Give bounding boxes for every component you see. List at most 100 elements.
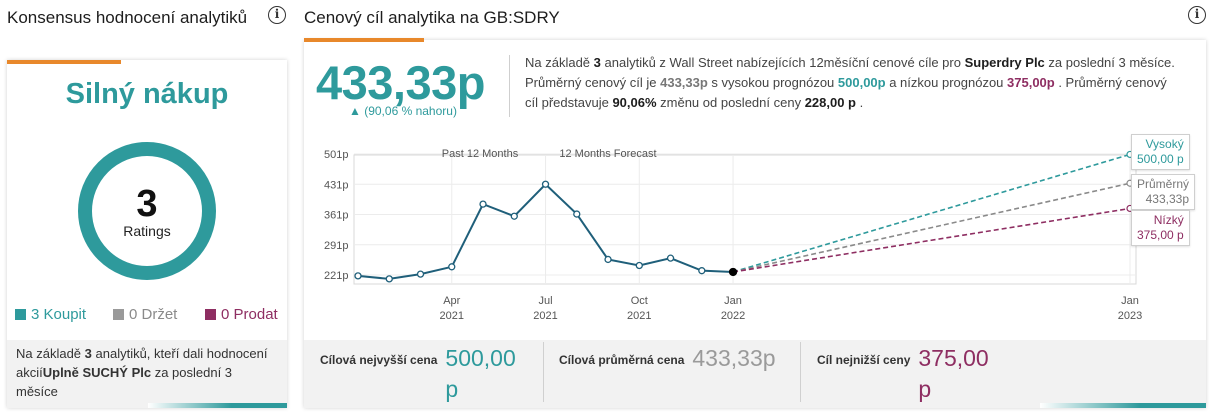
section-label: Past 12 Months <box>442 148 519 160</box>
targets-accent-bar <box>1040 403 1206 408</box>
high-target-label: Cílová nejvyšší cena <box>320 353 438 367</box>
x-tick-label: 2023 <box>1118 310 1142 322</box>
legend-hold: 0 Držet <box>113 306 177 323</box>
footnote-company[interactable]: Uplně SUCHÝ Plc <box>42 365 152 380</box>
consensus-footer <box>7 340 287 408</box>
x-tick-label: Jan <box>1121 295 1139 307</box>
upside-percent: ▲ (90,06 % nahoru) <box>349 104 457 118</box>
section-label: 12 Months Forecast <box>559 148 656 160</box>
summary-percent: 90,06% <box>612 95 657 110</box>
average-target-label: Cílová průměrná cena <box>559 353 685 367</box>
summary-text: . Průměrný cenový cíl představuje <box>525 75 1167 110</box>
x-tick-label: Oct <box>631 295 648 307</box>
price-target-summary: Na základě 3 analytiků z Wall Street nab… <box>525 53 1175 113</box>
consensus-accent-bar <box>7 60 121 64</box>
price-point <box>635 261 643 270</box>
average-callout-value: 433,33p <box>1145 192 1190 206</box>
summary-low: 375,00p <box>1007 75 1055 90</box>
x-tick-label: 2022 <box>721 310 745 322</box>
summary-text: analytiků z Wall Street nabízejících 12m… <box>600 55 965 70</box>
summary-text: s vysokou prognózou <box>707 75 838 90</box>
low-callout: Nízký 375,00 p <box>1131 210 1190 246</box>
summary-average: 433,33p <box>660 75 708 90</box>
price-point <box>416 270 425 278</box>
summary-analysts: 3 <box>593 55 601 70</box>
price-point <box>573 210 581 218</box>
legend-buy-swatch <box>15 309 26 320</box>
ratings-count: 3 <box>136 183 158 225</box>
low-target-value: 375,00 p <box>918 345 989 402</box>
low-target-label: Cíl nejnižší ceny <box>817 353 911 367</box>
forecast-line <box>732 207 1131 273</box>
price-point <box>354 272 362 280</box>
legend-sell-swatch <box>205 309 216 320</box>
price-target-accent-bar <box>304 38 424 42</box>
high-callout: Vysoký 500,00 p <box>1131 134 1190 170</box>
consensus-footer-accent <box>148 403 287 408</box>
low-callout-value: 375,00 p <box>1137 228 1184 242</box>
y-tick-label: 221p <box>324 270 348 282</box>
footnote-suffix: za poslední 3 měsíce <box>16 365 233 399</box>
price-point <box>510 212 518 220</box>
legend-buy-label: 3 Koupit <box>31 306 87 323</box>
legend-hold-swatch <box>113 309 124 320</box>
price-point <box>479 200 487 208</box>
ratings-count-label: Ratings <box>123 223 171 239</box>
high-callout-label: Vysoký <box>1145 137 1184 151</box>
price-target-title: Cenový cíl analytika na GB:SDRY <box>304 8 560 27</box>
info-icon[interactable]: i <box>1188 6 1206 24</box>
forecast-line <box>732 153 1131 273</box>
price-point <box>385 275 393 283</box>
consensus-title: Konsensus hodnocení analytiků <box>7 8 248 27</box>
summary-divider <box>509 55 510 117</box>
price-point <box>666 254 675 262</box>
summary-last-price: 228,00 p <box>804 95 857 110</box>
y-tick-label: 501p <box>324 149 348 161</box>
targets-divider <box>800 342 801 402</box>
low-callout-label: Nízký <box>1153 213 1184 227</box>
y-tick-label: 291p <box>324 240 348 252</box>
average-callout: Průměrný 433,33p <box>1131 174 1196 210</box>
ratings-ring <box>78 142 216 280</box>
summary-text: . <box>856 95 864 110</box>
summary-high: 500,00p <box>837 75 886 90</box>
x-tick-label: Jan <box>724 295 742 307</box>
x-tick-label: 2021 <box>440 310 464 322</box>
summary-text: za poslední 3 měsíce. Průměrný cenový cí… <box>525 55 1175 90</box>
price-point <box>541 180 550 188</box>
footnote-prefix: Na základě <box>16 346 85 361</box>
summary-text: a nízkou prognózou <box>885 75 1008 90</box>
legend-sell: 0 Prodat <box>205 306 278 323</box>
targets-bar <box>304 340 1206 408</box>
average-price-target: 433,33p <box>316 56 485 109</box>
x-tick-label: 2021 <box>533 310 557 322</box>
x-tick-label: Jul <box>538 295 552 307</box>
current-price-point <box>728 267 738 277</box>
x-tick-label: 2021 <box>627 310 651 322</box>
y-tick-label: 431p <box>324 179 348 191</box>
price-point <box>604 255 612 264</box>
ring-buy-segment <box>78 142 216 280</box>
average-target: Cílová průměrná cena 433,33p <box>559 340 799 404</box>
x-tick-label: Apr <box>443 295 460 307</box>
forecast-line <box>732 182 1131 273</box>
summary-company: Superdry Plc <box>964 55 1045 70</box>
price-point <box>448 263 456 271</box>
y-tick-label: 361p <box>324 210 348 222</box>
targets-divider <box>543 342 544 402</box>
high-callout-value: 500,00 p <box>1137 152 1184 166</box>
price-chart: 501p 431p 361p 291p 221p Apr 2021 Jul 2021 Oct 202… <box>324 148 1142 322</box>
footnote-mid: analytiků, kteří dali hodnocení akcií <box>16 346 268 380</box>
legend-buy: 3 Koupit <box>15 306 86 323</box>
info-icon[interactable]: i <box>268 6 286 24</box>
plot-frame <box>353 154 1137 285</box>
consensus-footnote: Na základě 3 analytiků, kteří dali hodno… <box>16 344 271 401</box>
average-callout-label: Průměrný <box>1137 177 1190 191</box>
summary-text: změnu od poslední ceny <box>656 95 805 110</box>
average-target-value: 433,33p <box>692 345 776 371</box>
low-target: Cíl nejnižší ceny 375,00 p <box>817 340 1017 404</box>
footnote-count: 3 <box>84 346 92 361</box>
high-target-value: 500,00 p <box>445 345 516 402</box>
consensus-rating: Silný nákup <box>65 78 229 110</box>
summary-text: Na základě <box>525 55 594 70</box>
